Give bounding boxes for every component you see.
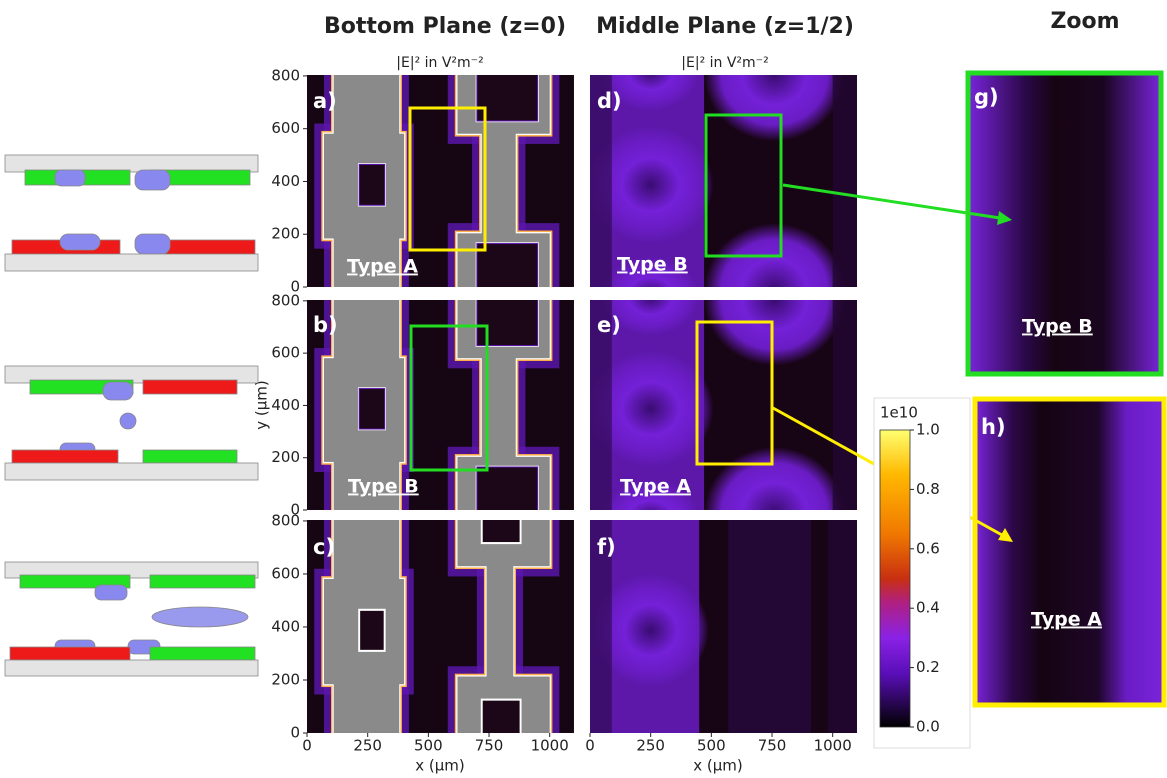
colorbar-tick-label: 0.2: [916, 658, 940, 676]
y-axis-label: y (μm): [253, 380, 271, 430]
field-label: |E|² in V²m⁻²: [396, 55, 483, 71]
use: [590, 520, 857, 733]
y-tick-label: 200: [271, 225, 300, 243]
x-tick-label: 750: [475, 737, 504, 755]
arrowhead: [998, 528, 1013, 542]
x-tick-label: 0: [585, 737, 595, 755]
map-c: [307, 507, 574, 746]
rect: [4, 462, 259, 481]
panel-label: e): [597, 313, 621, 337]
rect: [142, 449, 238, 464]
y-tick-label: 200: [271, 670, 300, 688]
y-tick-label: 600: [271, 564, 300, 582]
y-tick-label: 600: [271, 344, 300, 362]
schematic: [4, 154, 259, 677]
rect: [149, 646, 256, 661]
zoom-box: [695, 320, 774, 466]
x-axis-label: x (μm): [693, 757, 743, 775]
x-tick-label: 1000: [814, 737, 852, 755]
rect: [4, 154, 259, 173]
type-label: Type A: [620, 476, 691, 498]
rect: [59, 233, 101, 251]
type-label: Type B: [348, 476, 419, 498]
ellipse: [151, 606, 249, 628]
rect: [9, 646, 131, 661]
rect: [4, 659, 259, 677]
y-tick-label: 0: [290, 278, 300, 296]
colorbar-tick-label: 0.6: [916, 539, 940, 557]
panel-label: h): [981, 415, 1006, 439]
use: [307, 507, 574, 746]
arrowhead: [997, 211, 1012, 225]
y-tick-label: 200: [271, 448, 300, 466]
zoom-panel: [972, 396, 1167, 708]
rect: [4, 561, 259, 579]
y-tick-label: 800: [271, 291, 300, 309]
zoom-box: [704, 113, 783, 258]
rect: [142, 379, 238, 395]
rect: [102, 381, 134, 401]
panel-label: f): [597, 535, 616, 559]
x-tick-label: 1000: [531, 737, 569, 755]
x-tick-label: 500: [697, 737, 726, 755]
rect: [94, 584, 128, 601]
x-tick-label: 750: [758, 737, 787, 755]
type-label: Type A: [347, 256, 418, 278]
panel-label: c): [313, 535, 335, 559]
type-label: Type B: [617, 254, 688, 276]
x-axis-label: x (μm): [415, 757, 465, 775]
column-title: Middle Plane (z=1/2): [596, 14, 854, 39]
rect: [149, 574, 256, 589]
y-tick-label: 0: [290, 724, 300, 742]
x-tick-label: 0: [302, 737, 312, 755]
y-tick-label: 400: [271, 172, 300, 190]
zoom-box: [409, 324, 489, 472]
rect: [134, 233, 171, 255]
zoom-box: [408, 106, 487, 252]
panel-label: a): [313, 89, 337, 113]
column-title: Zoom: [1050, 9, 1119, 34]
x-tick-label: 250: [636, 737, 665, 755]
x-tick-label: 500: [414, 737, 443, 755]
column-title: Bottom Plane (z=0): [324, 14, 566, 39]
y-tick-label: 600: [271, 119, 300, 137]
x-tick-label: 250: [353, 737, 382, 755]
map-f: [590, 520, 857, 733]
y-tick-label: 400: [271, 617, 300, 635]
colorbar-tick-label: 0.0: [916, 718, 940, 736]
colorbar-tick-label: 0.8: [916, 480, 940, 498]
panel-label: g): [974, 85, 999, 109]
colorbar-scale: 1e10: [880, 404, 918, 422]
circle: [119, 412, 137, 430]
rect: [11, 449, 119, 464]
type-label: Type B: [1022, 316, 1093, 338]
colorbar-tick-label: 1.0: [916, 421, 940, 439]
rect: [4, 253, 259, 272]
arrow: [782, 183, 1001, 220]
colorbar-tick-label: 0.4: [916, 599, 940, 617]
panel-label: d): [597, 89, 622, 113]
type-label: Type A: [1031, 609, 1102, 631]
field-label: |E|² in V²m⁻²: [681, 55, 768, 71]
panel-label: b): [313, 313, 338, 337]
colorbar: [879, 429, 911, 728]
rect: [54, 169, 86, 187]
y-tick-label: 800: [271, 511, 300, 529]
y-tick-label: 400: [271, 396, 300, 414]
rect: [134, 169, 171, 191]
y-tick-label: 0: [290, 501, 300, 519]
y-tick-label: 800: [271, 66, 300, 84]
